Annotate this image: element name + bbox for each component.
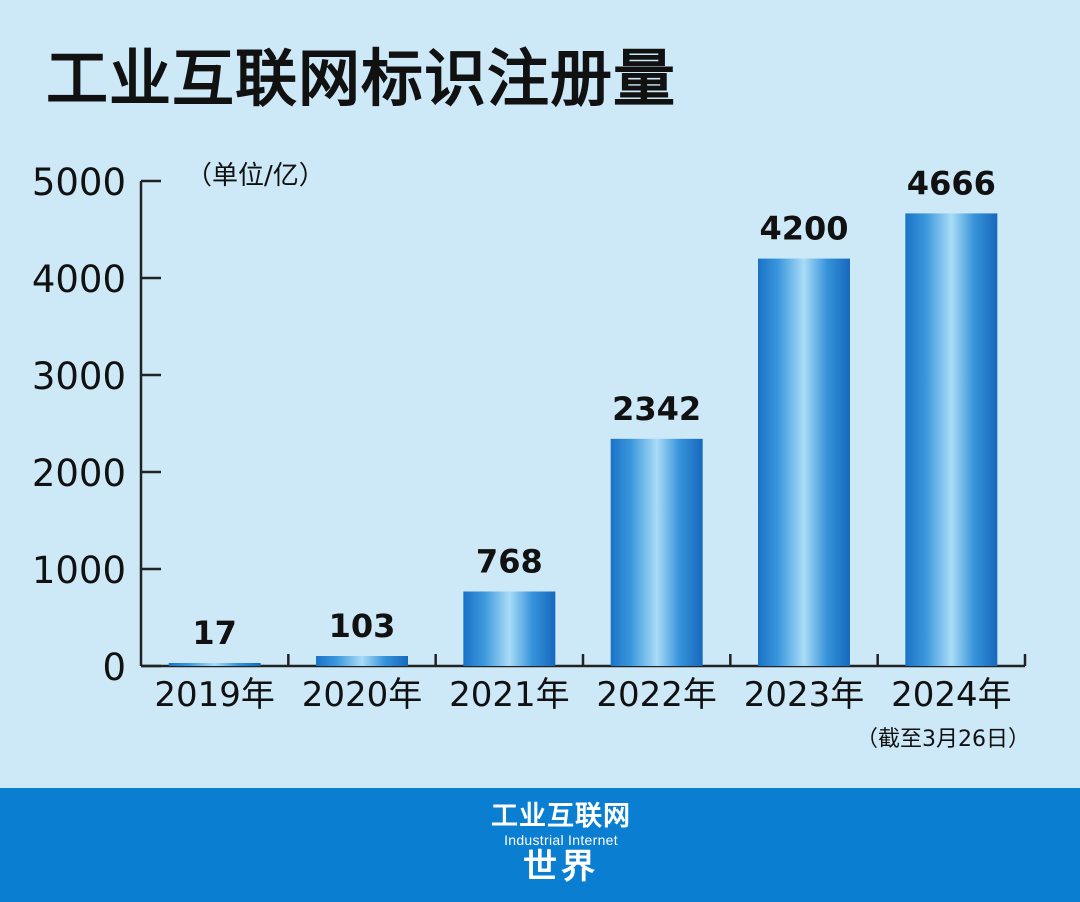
bar-value-label: 2342 <box>612 390 701 428</box>
labels: 0 1000 2000 3000 4000 5000 17 2019年 103 2020年 768 2… <box>32 161 1030 752</box>
y-tick-label: 3000 <box>32 355 126 398</box>
bar-value-label: 768 <box>476 543 543 581</box>
logo-text-cn2: 世界 <box>523 847 599 887</box>
bar-value-label: 103 <box>329 607 396 645</box>
axes <box>139 179 1027 668</box>
x-category-label: 2024年 <box>891 675 1012 715</box>
y-tick-label: 1000 <box>32 549 126 592</box>
y-tick-label: 0 <box>102 646 126 689</box>
x-category-label: 2022年 <box>596 675 717 715</box>
chart-title: 工业互联网标识注册量 <box>46 42 677 115</box>
x-category-label: 2021年 <box>449 675 570 715</box>
bar-value-label: 17 <box>192 614 237 652</box>
bar-value-label: 4666 <box>907 164 996 202</box>
bar-value-label: 4200 <box>759 210 848 248</box>
x-category-label: 2019年 <box>154 675 275 715</box>
y-tick-label: 5000 <box>32 161 126 204</box>
bars <box>168 213 998 666</box>
logo-text-en: Industrial Internet <box>504 832 618 848</box>
y-tick-label: 2000 <box>32 452 126 495</box>
bar <box>905 213 998 666</box>
x-category-label: 2023年 <box>744 675 865 715</box>
bar <box>463 591 556 666</box>
y-tick-label: 4000 <box>32 258 126 301</box>
footnote: （截至3月26日） <box>856 727 1030 752</box>
x-category-label: 2020年 <box>302 675 423 715</box>
footer-banner: 工业互联网 Industrial Internet 世界 <box>0 788 1080 902</box>
bar <box>758 258 850 666</box>
logo-text-cn: 工业互联网 <box>491 801 631 832</box>
bar <box>610 438 703 666</box>
bar <box>168 663 261 666</box>
brand-logo: 工业互联网 Industrial Internet 世界 <box>486 802 636 892</box>
bar <box>316 656 408 666</box>
unit-label: （单位/亿） <box>186 161 325 191</box>
bar-chart: 0 1000 2000 3000 4000 5000 17 2019年 103 2020年 768 2… <box>32 161 1030 752</box>
